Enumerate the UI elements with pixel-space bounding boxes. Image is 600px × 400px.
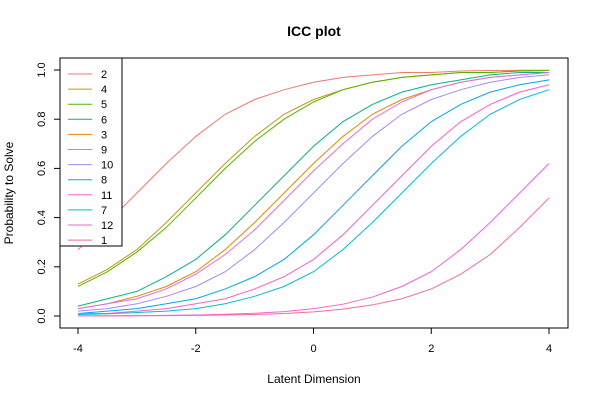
series-line-3: [77, 71, 550, 310]
series-lines: [77, 69, 550, 317]
legend-label: 10: [101, 160, 113, 172]
x-tick-label: 0: [310, 343, 316, 355]
legend-label: 2: [101, 69, 107, 81]
y-tick-label: 0.2: [36, 259, 48, 274]
chart-title: ICC plot: [287, 23, 341, 39]
series-line-12: [77, 163, 550, 317]
y-tick-label: 0.8: [36, 112, 48, 127]
legend-label: 1: [101, 235, 107, 247]
legend-label: 8: [101, 175, 107, 187]
series-line-2: [77, 69, 549, 250]
x-tick-label: -4: [73, 343, 83, 355]
legend: 2 4 5 6 3 9 10 8 11 7 12 1: [59, 57, 123, 247]
series-line-11: [78, 84, 550, 315]
x-tick-label: 4: [546, 343, 552, 355]
legend-label: 12: [101, 220, 113, 232]
series-line-7: [77, 89, 550, 316]
legend-label: 6: [101, 114, 107, 126]
legend-label: 4: [101, 84, 107, 96]
y-axis-title: Probability to Solve: [2, 141, 16, 244]
x-axis-title: Latent Dimension: [267, 372, 360, 386]
series-line-9: [77, 71, 550, 310]
series-line-10: [77, 74, 550, 312]
x-tick-label: -2: [191, 343, 201, 355]
y-axis: 0.0 0.2 0.4 0.6 0.8 1.0: [36, 62, 61, 324]
series-line-6: [77, 71, 549, 307]
x-tick-label: 2: [428, 343, 434, 355]
y-tick-label: 0.6: [36, 161, 48, 176]
legend-label: 7: [101, 205, 107, 217]
x-axis: -4 -2 0 2 4: [73, 327, 552, 355]
y-tick-label: 0.4: [36, 210, 48, 225]
legend-box: [59, 57, 123, 247]
y-tick-label: 0.0: [36, 308, 48, 323]
y-tick-label: 1.0: [36, 62, 48, 77]
series-line-1: [77, 197, 550, 317]
legend-label: 11: [101, 190, 112, 202]
legend-label: 3: [101, 129, 107, 141]
legend-label: 5: [101, 99, 107, 111]
series-line-5: [77, 69, 550, 287]
legend-label: 9: [101, 145, 107, 157]
series-line-8: [77, 79, 550, 315]
